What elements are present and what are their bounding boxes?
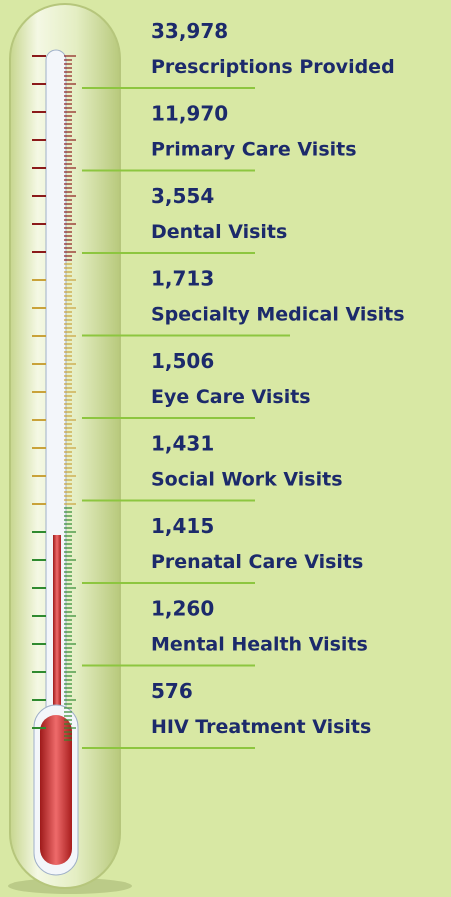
stat-label: Social Work Visits <box>151 469 343 491</box>
stat-number: 1,713 <box>151 267 214 291</box>
stat-label: Primary Care Visits <box>151 139 357 161</box>
infographic: 33,978 Prescriptions Provided 11,970 Primar… <box>0 0 451 897</box>
stat-number: 33,978 <box>151 19 228 43</box>
stat-number: 1,415 <box>151 514 214 538</box>
stat-label: Specialty Medical Visits <box>151 304 405 326</box>
stat-number: 11,970 <box>151 102 228 126</box>
stat-number: 1,506 <box>151 349 214 373</box>
stat-number: 3,554 <box>151 184 214 208</box>
mercury-bulb <box>40 715 72 865</box>
stat-label: Prescriptions Provided <box>151 56 395 78</box>
stat-number: 576 <box>151 679 193 703</box>
stat-label: Dental Visits <box>151 221 287 243</box>
stat-number: 1,260 <box>151 597 214 621</box>
stat-label: Mental Health Visits <box>151 634 368 656</box>
stat-label: HIV Treatment Visits <box>151 716 371 738</box>
stat-label: Eye Care Visits <box>151 386 311 408</box>
stat-number: 1,431 <box>151 432 214 456</box>
stat-label: Prenatal Care Visits <box>151 551 363 573</box>
